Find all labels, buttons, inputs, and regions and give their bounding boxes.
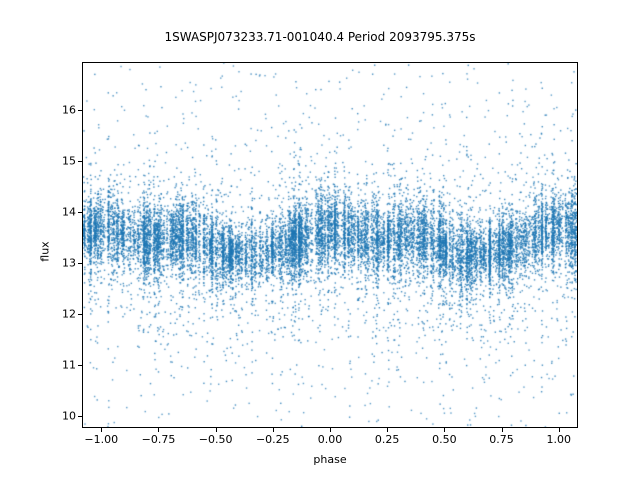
chart-title: 1SWASPJ073233.71-001040.4 Period 2093795… bbox=[164, 30, 476, 44]
scatter-points-layer bbox=[83, 63, 577, 427]
y-tick-label: 16 bbox=[62, 103, 76, 117]
y-tick-mark bbox=[78, 262, 82, 264]
x-tick-label: −1.00 bbox=[84, 433, 119, 446]
y-tick-mark bbox=[78, 160, 82, 162]
x-axis-label: phase bbox=[313, 453, 347, 466]
x-tick-label: −0.25 bbox=[255, 433, 290, 446]
x-tick-label: 0.00 bbox=[317, 433, 343, 446]
x-tick-mark bbox=[272, 428, 274, 432]
x-tick-mark bbox=[387, 428, 389, 432]
y-tick-label: 13 bbox=[62, 256, 76, 270]
y-tick-mark bbox=[78, 313, 82, 315]
x-tick-mark bbox=[444, 428, 446, 432]
y-tick-label: 10 bbox=[62, 409, 76, 423]
x-tick-mark bbox=[330, 428, 331, 432]
y-axis-tick-labels: 10 11 12 13 14 15 16 bbox=[46, 0, 76, 480]
y-tick-mark bbox=[78, 364, 82, 366]
x-tick-mark bbox=[101, 428, 103, 432]
plot-area bbox=[82, 62, 578, 428]
x-tick-mark bbox=[215, 428, 217, 432]
y-axis-label: flux bbox=[38, 241, 52, 262]
y-tick-mark bbox=[78, 109, 82, 111]
x-tick-label: 0.25 bbox=[374, 433, 400, 446]
x-tick-label: −0.50 bbox=[198, 433, 233, 446]
y-tick-mark bbox=[78, 415, 82, 417]
x-tick-label: 1.00 bbox=[546, 433, 571, 446]
y-tick-label: 11 bbox=[62, 358, 76, 372]
x-tick-label: 0.75 bbox=[489, 433, 514, 446]
x-tick-label: −0.75 bbox=[141, 433, 176, 446]
y-tick-label: 12 bbox=[62, 307, 76, 321]
x-tick-mark bbox=[558, 428, 560, 432]
y-tick-label: 14 bbox=[62, 205, 76, 219]
y-tick-label: 15 bbox=[62, 154, 76, 168]
x-tick-mark bbox=[158, 428, 160, 432]
x-tick-mark bbox=[501, 428, 503, 432]
x-tick-label: 0.50 bbox=[432, 433, 457, 446]
y-tick-mark bbox=[78, 211, 82, 213]
